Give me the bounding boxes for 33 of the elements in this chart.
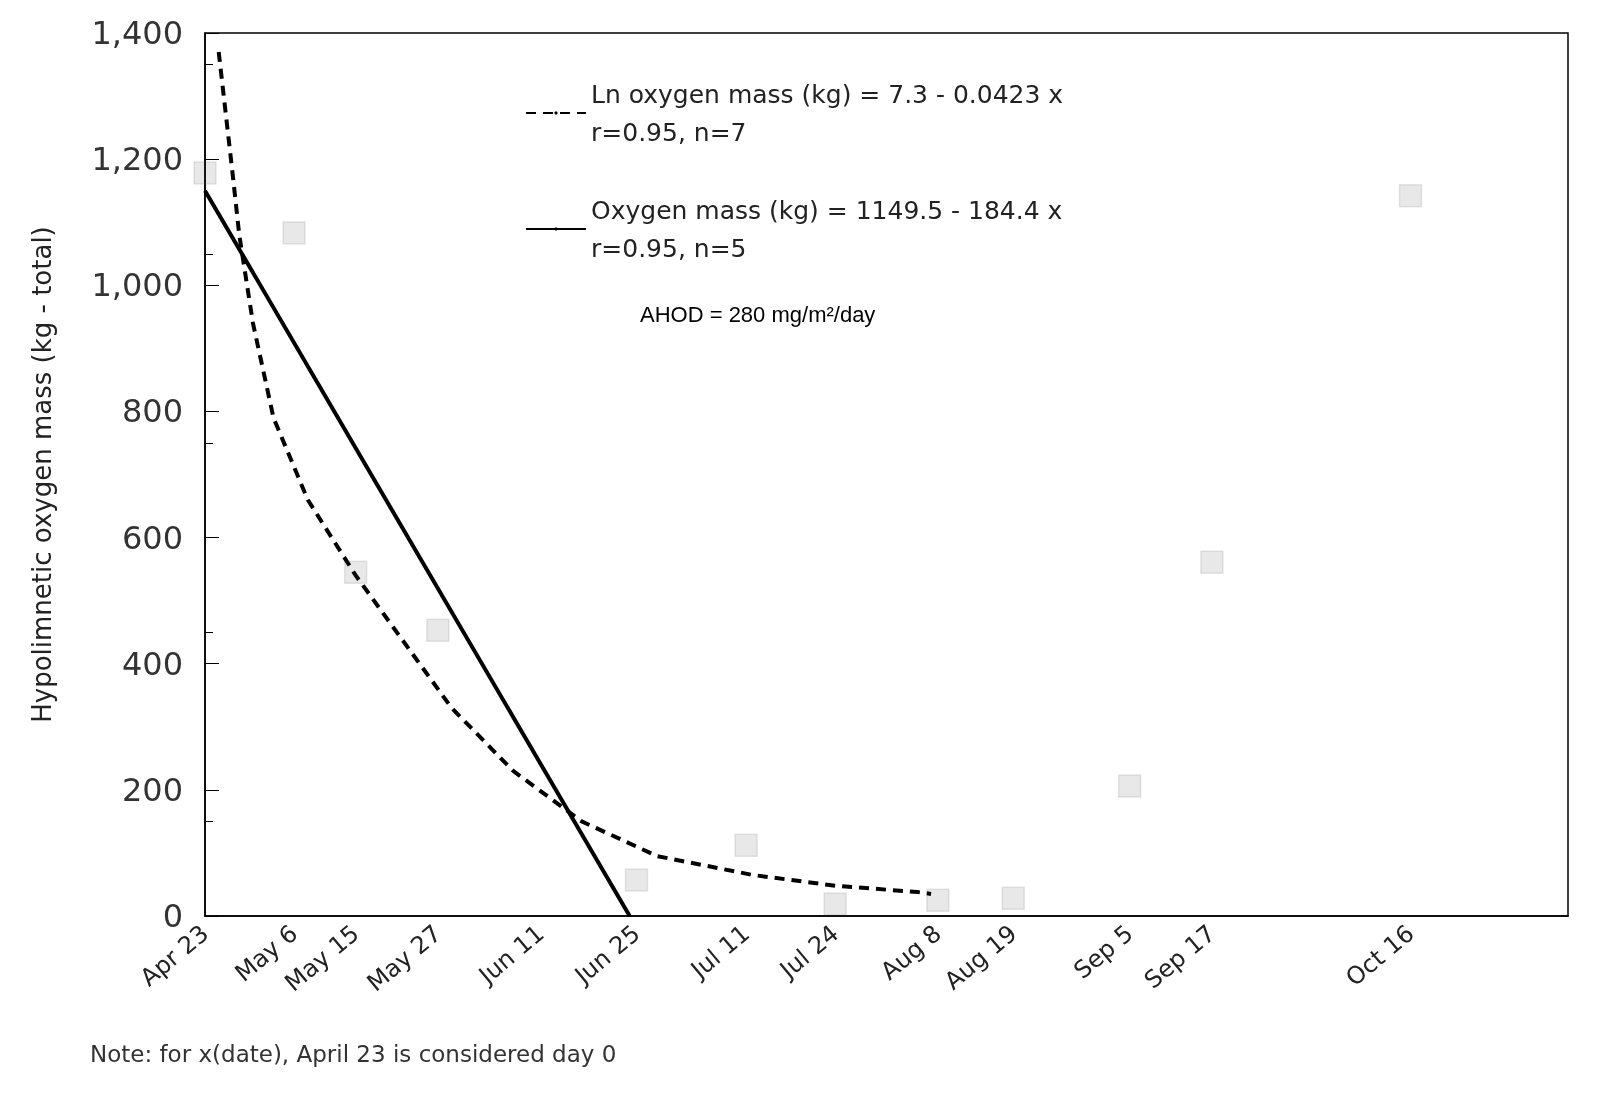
y-tick-label: 800 (121, 392, 183, 431)
point (823, 892, 847, 916)
legend-label: Ln oxygen mass (kg) = 7.3 - 0.0423 x r=0.95, n=7 (591, 79, 1064, 147)
point (1398, 183, 1423, 208)
point (734, 833, 758, 858)
point (426, 618, 450, 643)
legend-label: Oxygen mass (kg) = 1149.5 - 184.4 x r=0.95, n=5 (591, 195, 1063, 263)
x-tick-label: Oct 16 (1340, 919, 1420, 992)
point (1001, 886, 1025, 911)
x-tick-label: May 27 (361, 919, 447, 998)
x-tick-label: Sep 17 (1138, 919, 1221, 995)
x-tick-label: Jul 24 (773, 919, 845, 986)
x-tick-label: Sep 5 (1068, 919, 1139, 985)
y-tick-label: 200 (121, 770, 183, 809)
y-tick-label: 1,000 (91, 266, 183, 305)
y-tick-label: 0 (162, 897, 183, 935)
point (193, 161, 217, 185)
x-tick-label: Jun 25 (568, 919, 646, 991)
x-tick-label: Jun 11 (472, 919, 550, 991)
point (1200, 550, 1224, 574)
point (343, 560, 368, 585)
point (926, 888, 950, 912)
y-tick-label: 400 (121, 644, 183, 683)
text: Note: for x(date), April 23 is considered day 0 (90, 1040, 617, 1067)
annotation: AHOD = 280 mg/m²/day (640, 301, 876, 327)
y-axis-title: Hypolimnetic oxygen mass (kg - total) (27, 226, 57, 723)
y-tick-label: 1,200 (91, 140, 183, 179)
point (624, 868, 649, 892)
y-tick-label: 1,400 (91, 14, 183, 52)
x-tick-label: Jul 11 (684, 919, 756, 986)
y-tick-label: 600 (121, 518, 183, 557)
point (282, 221, 306, 245)
point (1117, 774, 1142, 798)
